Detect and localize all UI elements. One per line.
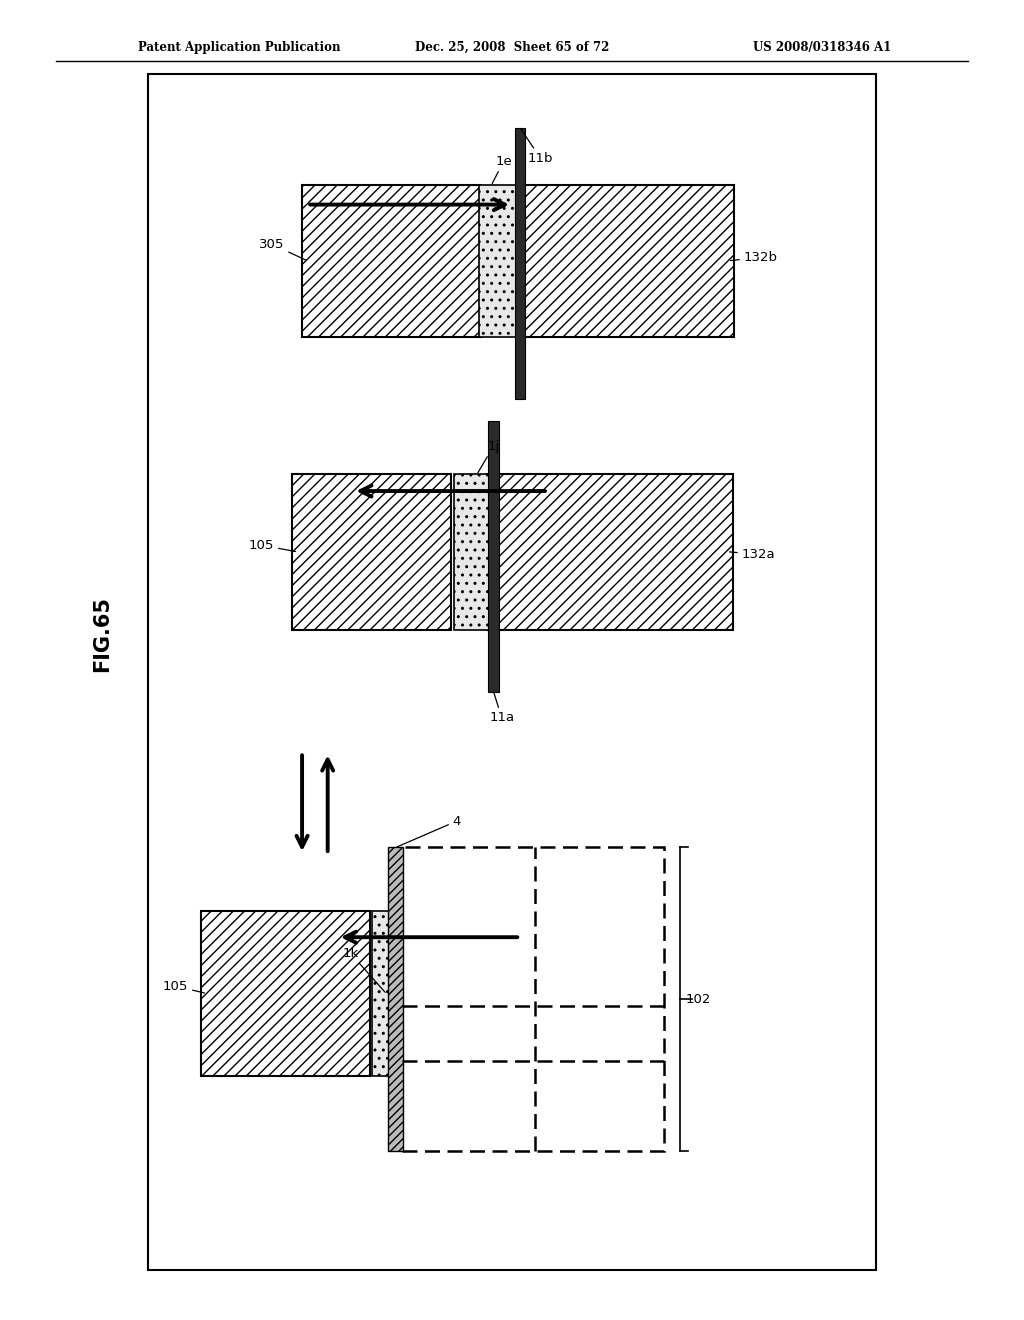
Text: 11a: 11a (489, 693, 514, 725)
Bar (479, 185, 520, 337)
Bar (402, 847, 664, 1151)
Bar (148, 74, 876, 1270)
Bar (519, 185, 734, 337)
Text: 1e: 1e (493, 154, 512, 183)
Text: 1j: 1j (478, 440, 500, 473)
Bar (515, 128, 525, 399)
Text: 305: 305 (259, 238, 306, 260)
Text: 105: 105 (163, 979, 205, 993)
Text: Dec. 25, 2008  Sheet 65 of 72: Dec. 25, 2008 Sheet 65 of 72 (415, 41, 609, 54)
Bar (454, 474, 490, 630)
Text: 102: 102 (686, 993, 711, 1006)
Text: US 2008/0318346 A1: US 2008/0318346 A1 (753, 41, 891, 54)
Text: 105: 105 (249, 539, 296, 552)
Text: FIG.65: FIG.65 (92, 595, 113, 672)
Bar (292, 474, 451, 630)
Bar (488, 421, 499, 692)
Bar (372, 911, 400, 1076)
Text: 1k: 1k (342, 946, 385, 993)
Bar (201, 911, 370, 1076)
Text: 4: 4 (397, 814, 461, 847)
Text: 11b: 11b (521, 129, 553, 165)
Text: 132a: 132a (729, 548, 775, 561)
Bar (302, 185, 481, 337)
Text: Patent Application Publication: Patent Application Publication (138, 41, 341, 54)
Bar (388, 847, 403, 1151)
Bar (487, 474, 733, 630)
Text: 132b: 132b (730, 251, 777, 264)
